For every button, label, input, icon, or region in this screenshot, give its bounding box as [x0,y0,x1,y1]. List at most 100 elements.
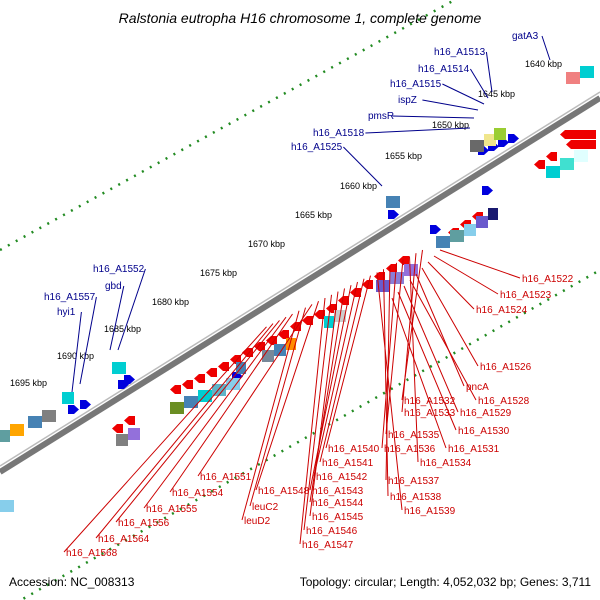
gene-block [376,280,390,292]
gene-label-reverse: h16_A1535 [388,430,440,441]
label-leader-line [376,272,403,511]
scale-tick-label: 1675 kbp [200,268,237,278]
label-leader-line [313,281,358,477]
gene-block [484,134,496,146]
gene-block [0,500,14,512]
gene-label-reverse: h16_A1536 [384,444,436,455]
gene-label-forward: hyi1 [57,307,76,318]
gene-label-forward: h16_A1518 [313,128,365,139]
label-leader-line [409,279,477,401]
gene-block [62,392,74,404]
label-leader-line [541,35,551,61]
gene-label-forward: pmsR [368,111,394,122]
scale-tick-label: 1640 kbp [525,59,562,69]
label-leader-line [403,285,459,413]
reverse-gene-arrow [230,355,241,364]
gene-label-reverse: h16_A1548 [258,486,310,497]
gene-block [546,166,560,178]
gene-block [42,410,56,422]
gene-block [286,338,296,350]
label-leader-line [95,323,274,539]
label-leader-line [79,296,97,385]
gene-label-reverse: h16_A1547 [302,540,354,551]
forward-gene-arrow [482,186,493,195]
label-leader-line [109,285,125,351]
reverse-gene-arrow [398,256,409,265]
gene-label-reverse: h16_A1544 [312,498,364,509]
gene-block [0,430,10,442]
gene-block [116,434,128,446]
gene-label-reverse: h16_A1545 [312,512,364,523]
label-leader-line [397,291,457,431]
label-leader-line [392,115,475,119]
label-leader-line [71,311,82,393]
gene-block [574,150,588,162]
label-leader-line [422,99,479,111]
reverse-gene-arrow [218,362,229,371]
gene-block [580,66,594,78]
gene-label-reverse: h16_A1541 [322,458,374,469]
gene-label-reverse: h16_A1523 [500,290,552,301]
gene-block [476,216,488,228]
backbone-highlight [0,91,600,467]
label-leader-line [421,267,479,367]
gene-block [170,402,184,414]
reverse-gene-arrow [302,316,313,325]
gene-label-forward: gatA3 [512,31,539,42]
gene-block [494,128,506,140]
reverse-gene-arrow [170,385,181,394]
gene-label-reverse: h16_A1539 [404,506,456,517]
scale-tick-label: 1690 kbp [57,351,94,361]
topology-summary: Topology: circular; Length: 4,052,032 bp… [300,575,592,589]
label-leader-line [169,313,293,493]
gene-label-reverse: pncA [466,382,489,393]
reverse-gene-arrow [386,264,397,273]
gene-label-reverse: h16_A1528 [478,396,530,407]
gene-label-reverse: h16_A1533 [404,408,456,419]
reverse-gene-arrow [546,152,557,161]
gene-label-forward: h16_A1513 [434,47,486,58]
gene-label-forward: h16_A1525 [291,142,343,153]
label-leader-line [409,256,419,463]
gene-label-reverse: h16_A1543 [312,486,364,497]
reverse-gene-arrow [124,416,135,425]
gene-label-reverse: h16_A1556 [118,518,170,529]
forward-gene-arrow [498,138,509,147]
label-leader-line [249,307,306,507]
label-leader-line [309,285,352,491]
reverse-gene-arrow [314,310,325,319]
gene-block [226,378,240,390]
gene-label-reverse: h16_A1555 [146,504,198,515]
gene-block [464,224,476,236]
gene-block [560,158,574,170]
gene-block [128,428,140,440]
label-leader-line [309,291,339,517]
label-leader-line [442,83,485,105]
label-leader-line [439,249,521,279]
gene-label-forward: h16_A1552 [93,264,145,275]
label-leader-line [319,278,365,463]
forward-gene-arrow [124,375,135,384]
label-leader-line [255,301,319,491]
label-leader-line [427,261,475,310]
gene-label-reverse: h16_A1538 [390,492,442,503]
gene-labels: gatA3 h16_A1513 h16_A1514 h16_A1515 ispZ pmsR… [44,31,574,559]
label-leader-line [115,320,280,523]
label-leader-line [415,273,465,387]
forward-gene-arrow [388,210,399,219]
gene-label-forward: h16_A1514 [418,64,470,75]
forward-gene-arrow [508,134,519,143]
gene-label-reverse: h16_A1568 [66,548,118,559]
gene-label-reverse: h16_A1526 [480,362,532,373]
gene-label-reverse: h16_A1564 [98,534,150,545]
genome-backbone [0,95,600,475]
reverse-gene-arrow [362,280,373,289]
gene-label-reverse: leuC2 [252,502,279,513]
map-title: Ralstonia eutropha H16 chromosome 1, com… [119,10,482,26]
gene-block [10,424,24,436]
reverse-gene-arrow [112,424,123,433]
scale-tick-label: 1655 kbp [385,151,422,161]
